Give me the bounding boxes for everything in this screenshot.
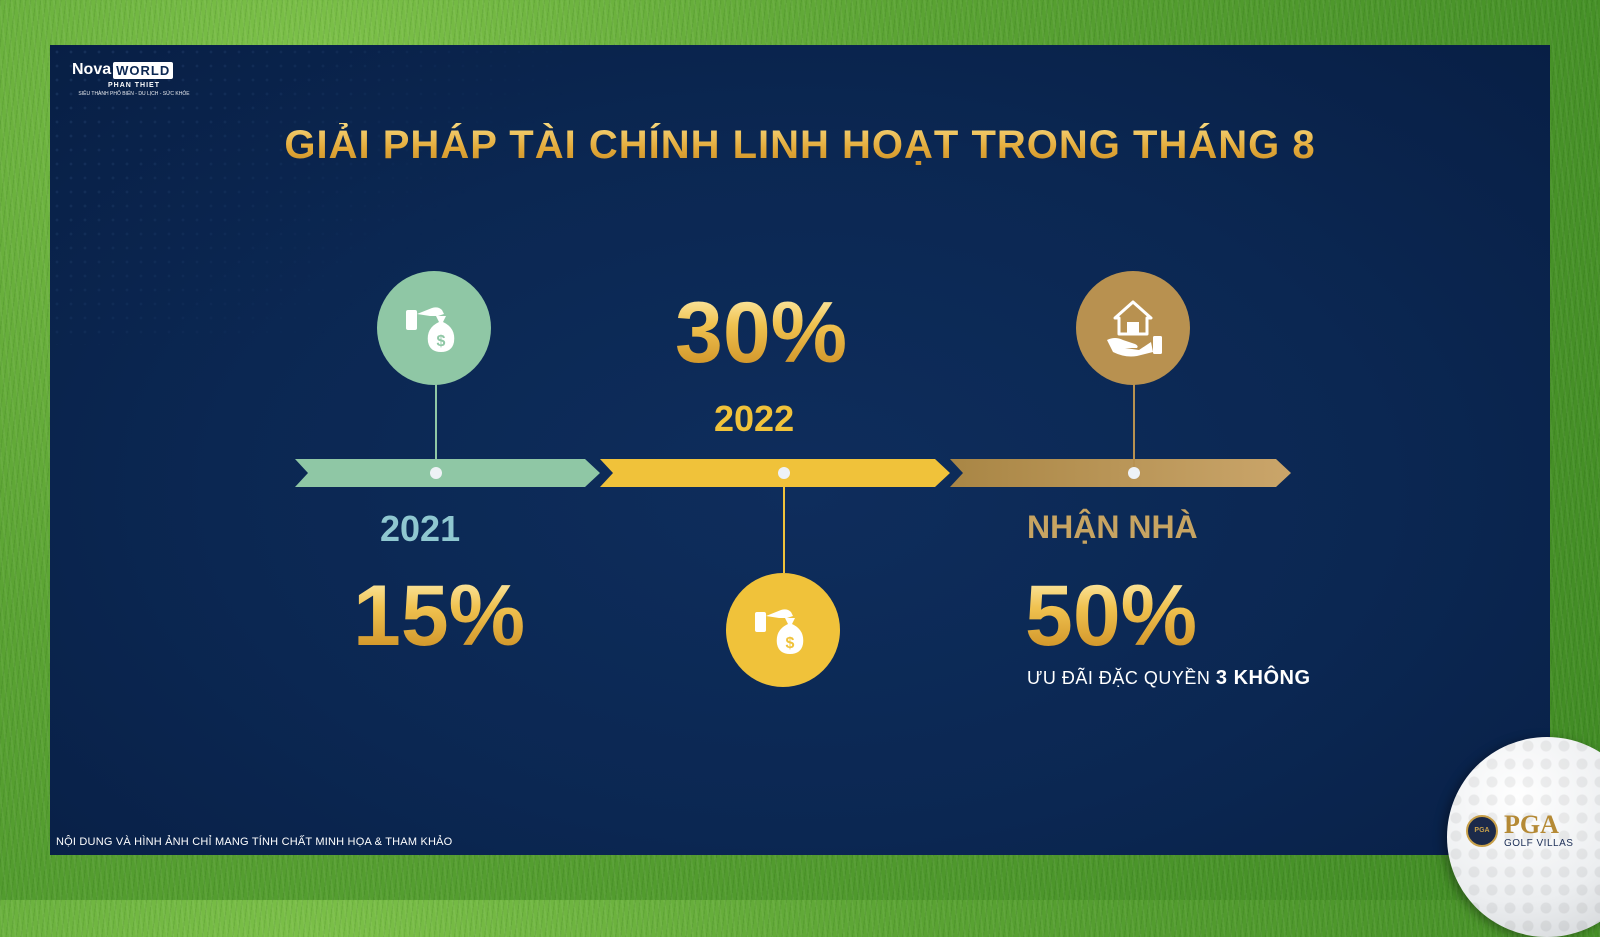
svg-text:$: $	[437, 333, 446, 350]
timeline-segment-2021	[295, 459, 600, 487]
timeline-segment-nhan-nha	[950, 459, 1291, 487]
label-2021: 2021	[380, 508, 461, 549]
label-2022: 2022	[714, 398, 795, 439]
percent-2021: 15%	[353, 568, 526, 664]
logo-tagline: SIÊU THÀNH PHỐ BIỂN - DU LỊCH - SỨC KHỎE	[78, 91, 190, 97]
circle-nhan-nha	[1076, 271, 1190, 385]
label-nhan-nha: NHẬN NHÀ	[1027, 509, 1198, 545]
percent-nhan-nha: 50%	[1025, 568, 1198, 664]
logo-nova-text: Nova	[72, 61, 112, 78]
marker-dot-nhan-nha	[1128, 467, 1140, 479]
pga-seal-icon: PGA	[1466, 814, 1498, 847]
disclaimer: NỘI DUNG VÀ HÌNH ẢNH CHỈ MANG TÍNH CHẤT …	[56, 836, 453, 848]
page-title: GIẢI PHÁP TÀI CHÍNH LINH HOẠT TRONG THÁN…	[50, 123, 1550, 168]
marker-dot-2022	[778, 467, 790, 479]
pga-logo-text: PGA	[1504, 810, 1559, 839]
percent-2022: 30%	[675, 285, 848, 381]
pga-golf-villas-logo: PGA PGA GOLF VILLAS	[1466, 812, 1573, 849]
offer-label: ƯU ĐÃI ĐẶC QUYỀN	[1027, 668, 1216, 688]
svg-text:$: $	[786, 635, 795, 652]
money-bag-hand-icon: $	[755, 609, 804, 654]
timeline-arrows	[295, 459, 1291, 487]
dot-pattern-decoration	[50, 45, 570, 345]
logo-location: PHAN THIET	[108, 82, 160, 89]
house-hand-icon	[1107, 300, 1162, 357]
circle-2021: $	[377, 271, 491, 385]
money-bag-hand-icon: $	[406, 307, 455, 352]
circle-2022: $	[726, 573, 840, 687]
offer-highlight: 3 KHÔNG	[1215, 667, 1311, 689]
stem-nhan-nha	[1133, 375, 1135, 473]
logo-world-text: WORLD	[113, 61, 174, 79]
stem-2022	[783, 473, 785, 573]
exclusive-offer-text: ƯU ĐÃI ĐẶC QUYỀN 3 KHÔNG	[1027, 667, 1311, 690]
stem-2021	[435, 375, 437, 473]
pga-logo-subtext: GOLF VILLAS	[1504, 838, 1574, 849]
timeline-segment-2022	[600, 459, 950, 487]
novaworld-logo: Nova WORLD PHAN THIET SIÊU THÀNH PHỐ BIỂ…	[72, 61, 202, 97]
marker-dot-2021	[430, 467, 442, 479]
content-panel: Nova WORLD PHAN THIET SIÊU THÀNH PHỐ BIỂ…	[50, 45, 1550, 855]
